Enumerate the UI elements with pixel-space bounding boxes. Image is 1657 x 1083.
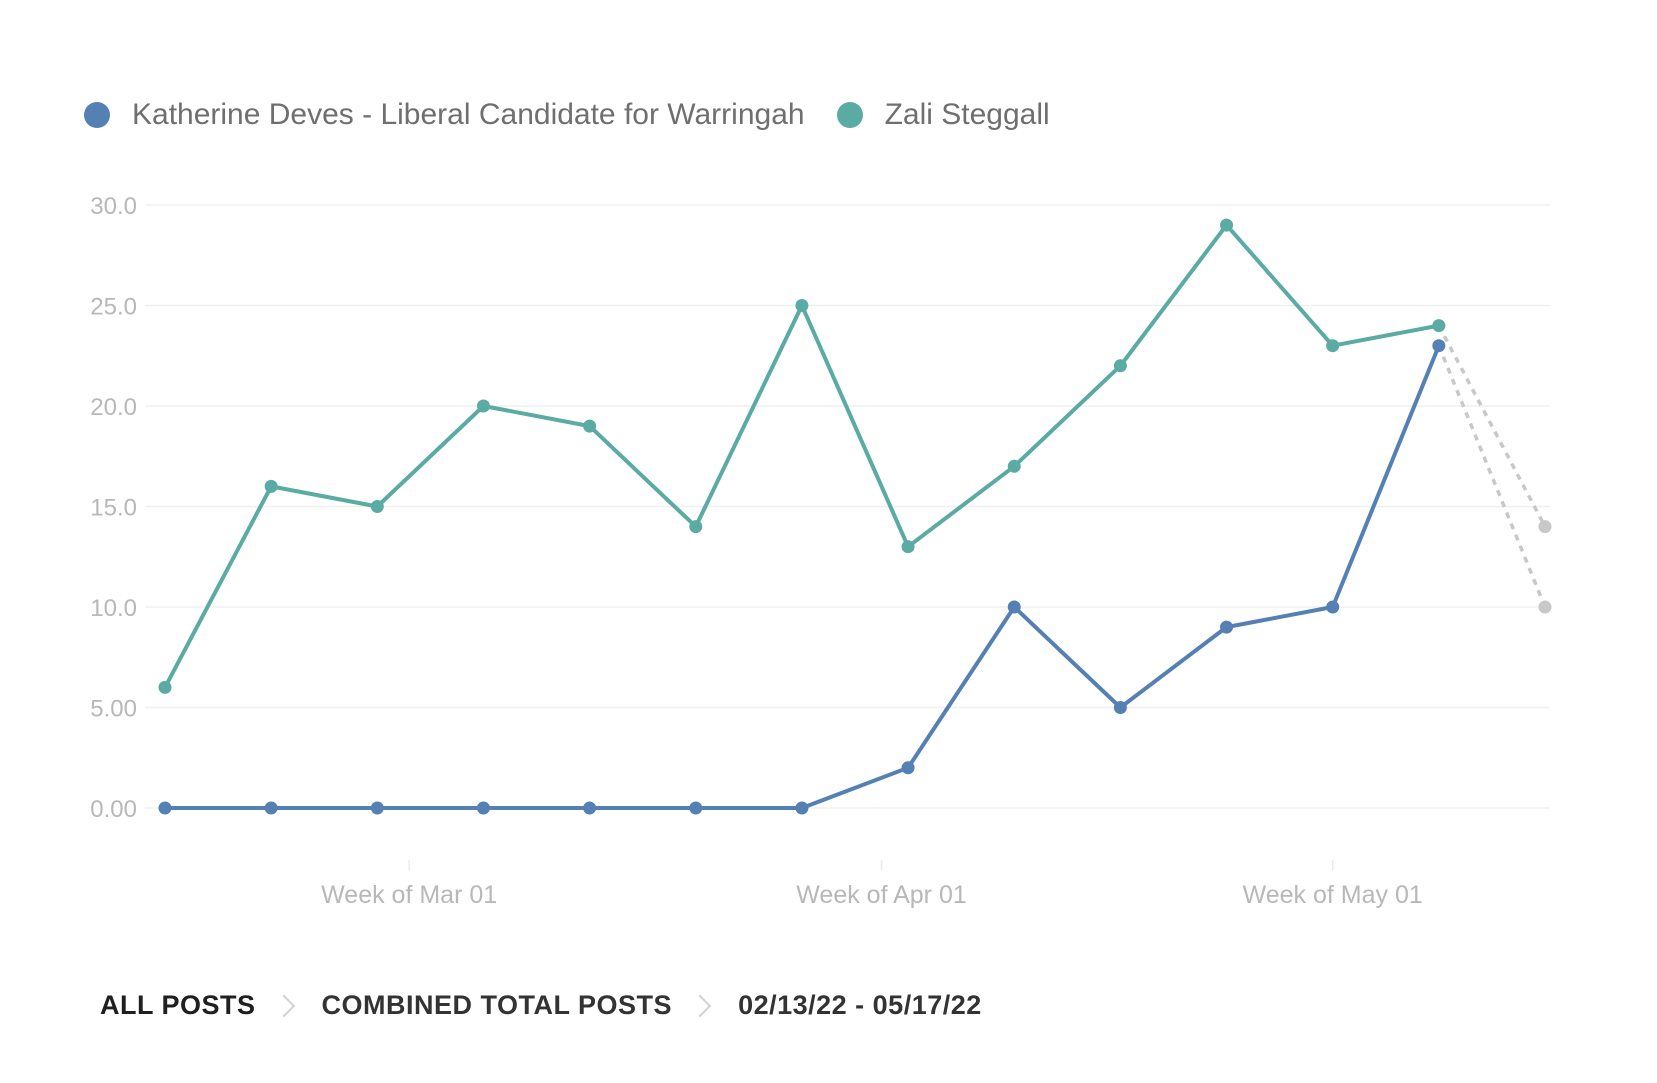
data-point-deves: [1432, 339, 1446, 353]
data-point-deves: [370, 801, 384, 815]
line-chart: 0.00 5.00 10.0 15.0 20.0 25.0 30.0 Week of Mar …: [90, 193, 1552, 909]
data-point-deves: [583, 801, 597, 815]
x-tick-label: Week of May 01: [1243, 881, 1423, 909]
data-point-steggall: [476, 399, 490, 413]
data-point-deves: [476, 801, 490, 815]
data-point-deves: [1007, 600, 1021, 614]
y-tick-label: 5.00: [90, 696, 137, 723]
data-point-deves: [158, 801, 172, 815]
legend-label: Zali Steggall: [884, 98, 1050, 131]
series-line-steggall: [163, 223, 1441, 690]
breadcrumb: ALL POSTS COMBINED TOTAL POSTS 02/13/22 …: [100, 990, 982, 1021]
data-point-steggall: [158, 680, 172, 694]
data-point-deves: [1113, 701, 1127, 714]
data-point-deves: [901, 761, 915, 775]
data-point-steggall: [689, 520, 703, 534]
legend-dot-deves: [84, 102, 110, 128]
legend-item-steggall[interactable]: Zali Steggall: [836, 98, 1050, 132]
data-point-steggall: [1538, 520, 1552, 534]
data-point-steggall: [1113, 359, 1127, 373]
data-point-steggall: [1432, 319, 1446, 333]
data-point-steggall: [583, 419, 597, 433]
series-partial-line-steggall: [1437, 324, 1547, 528]
legend-item-deves[interactable]: Katherine Deves - Liberal Candidate for …: [84, 98, 805, 132]
data-point-steggall: [795, 299, 809, 312]
data-point-deves: [689, 801, 703, 815]
y-tick-label: 15.0: [90, 495, 137, 522]
data-point-steggall: [264, 479, 278, 493]
y-tick-label: 30.0: [90, 193, 137, 220]
y-tick-label: 10.0: [90, 595, 137, 622]
legend-label: Katherine Deves - Liberal Candidate for …: [132, 98, 805, 131]
data-point-steggall: [1326, 339, 1340, 353]
breadcrumb-combined-total-posts[interactable]: COMBINED TOTAL POSTS: [321, 990, 673, 1020]
breadcrumb-all-posts[interactable]: ALL POSTS: [100, 990, 256, 1020]
chevron-right-icon: [688, 994, 712, 1017]
y-tick-label: 20.0: [90, 394, 137, 421]
breadcrumb-date-range[interactable]: 02/13/22 - 05/17/22: [738, 990, 982, 1020]
data-point-deves: [1326, 600, 1340, 614]
x-tick-label: Week of Apr 01: [796, 881, 966, 909]
data-point-steggall: [901, 540, 915, 554]
data-point-deves: [264, 801, 278, 815]
y-tick-label: 25.0: [90, 294, 137, 321]
x-tick-label: Week of Mar 01: [321, 881, 497, 909]
data-point-steggall: [370, 500, 384, 513]
y-tick-label: 0.00: [90, 796, 137, 823]
data-point-deves: [795, 801, 809, 815]
series-partial-line-deves: [1437, 345, 1547, 608]
data-point-steggall: [1220, 218, 1234, 232]
chevron-right-icon: [272, 994, 295, 1017]
series-line-deves: [163, 343, 1441, 810]
data-point-deves: [1220, 620, 1234, 634]
data-point-deves: [1538, 600, 1552, 614]
chart-legend: Katherine Deves - Liberal Candidate for …: [84, 98, 1082, 132]
data-point-steggall: [1007, 459, 1021, 473]
legend-dot-steggall: [836, 102, 863, 128]
